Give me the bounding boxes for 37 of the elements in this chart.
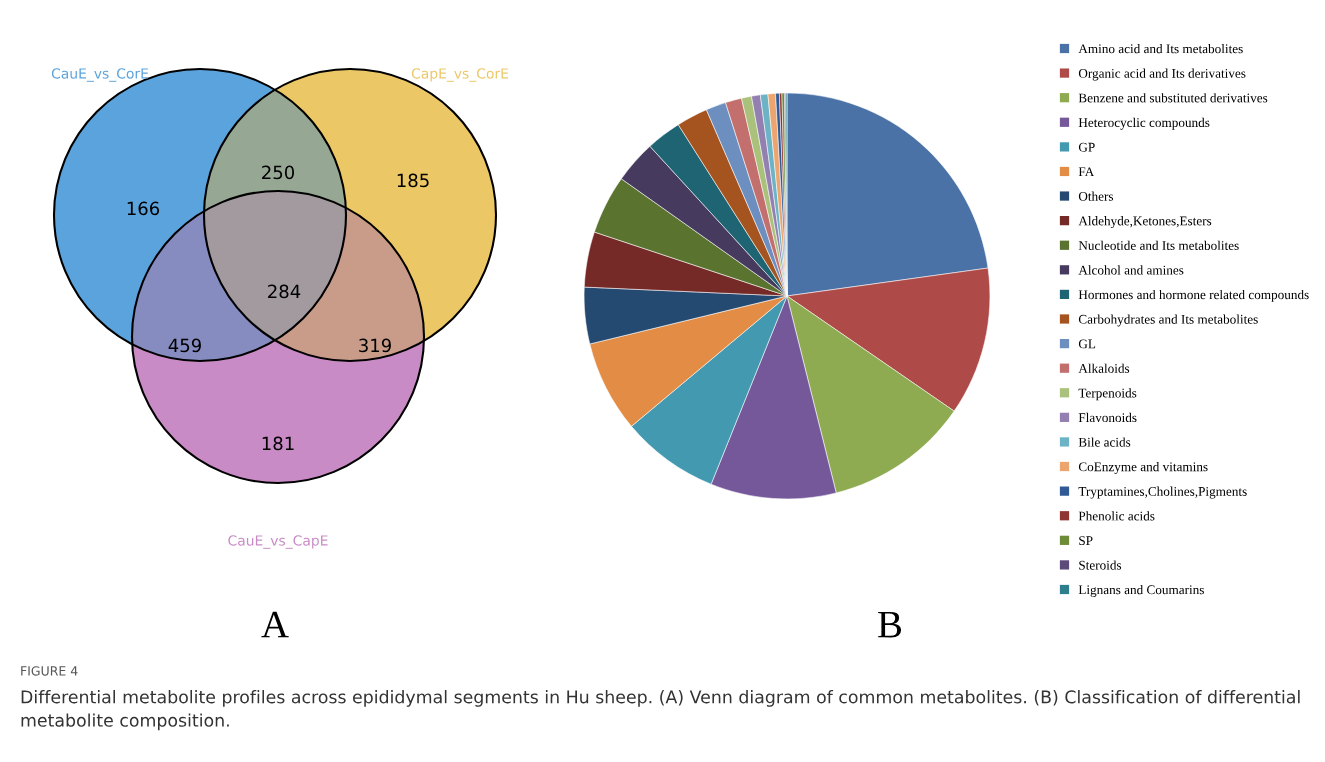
legend-label: Phenolic acids — [1078, 511, 1155, 521]
text: 284 — [268, 284, 301, 299]
text: 319 — [359, 338, 391, 353]
legend-label: Hormones and hormone related compounds — [1078, 289, 1309, 302]
legend-label: Alcohol and amines — [1078, 265, 1184, 275]
legend-label: Flavonoids — [1078, 412, 1137, 423]
text: 459 — [168, 338, 201, 353]
legend-label: Organic acid and Its derivatives — [1078, 68, 1246, 81]
legend-label: Aldehyde,Ketones,Esters — [1078, 216, 1212, 229]
text: 185 — [397, 173, 429, 188]
legend-label: Terpenoids — [1078, 388, 1137, 401]
text: 166 — [127, 201, 160, 216]
legend-label: Alkaloids — [1078, 363, 1130, 373]
legend-label: Tryptamines,Cholines,Pigments — [1078, 486, 1247, 499]
legend-label: Benzene and substituted derivatives — [1078, 93, 1268, 103]
legend-label: GL — [1078, 339, 1096, 349]
legend-label: CauE_vs_CorE — [51, 68, 149, 82]
legend-label: CapE_vs_CorE — [411, 68, 509, 82]
legend-label: CoEnzyme and vitamins — [1078, 461, 1208, 474]
legend-label: Bile acids — [1078, 437, 1131, 447]
legend-label: Nucleotide and Its metabolites — [1078, 240, 1239, 250]
legend-label: Others — [1078, 191, 1114, 201]
legend-label: Steroids — [1079, 560, 1122, 570]
legend-label: CauE_vs_CapE — [228, 535, 328, 549]
legend-label: Amino acid and Its metabolites — [1078, 43, 1243, 54]
legend-label: Lignans and Coumarins — [1078, 584, 1204, 597]
text: Differential metabolite profiles across epididymal segments in Hu sheep. (A) Venn diagram of common metabolites. (B) Classification of differential metabolite composition. — [21, 690, 1300, 731]
legend-label: FA — [1078, 167, 1095, 177]
legend-label: Heterocyclic compounds — [1078, 117, 1210, 130]
text: B — [878, 611, 902, 638]
text: A — [261, 611, 289, 638]
text: 250 — [262, 165, 295, 180]
legend-label: SP — [1079, 536, 1093, 546]
legend-label: GP — [1078, 142, 1095, 152]
text: 181 — [262, 436, 294, 451]
legend-label: Carbohydrates and Its metabolites — [1078, 314, 1258, 327]
caption: FIGURE 4 — [21, 666, 78, 676]
